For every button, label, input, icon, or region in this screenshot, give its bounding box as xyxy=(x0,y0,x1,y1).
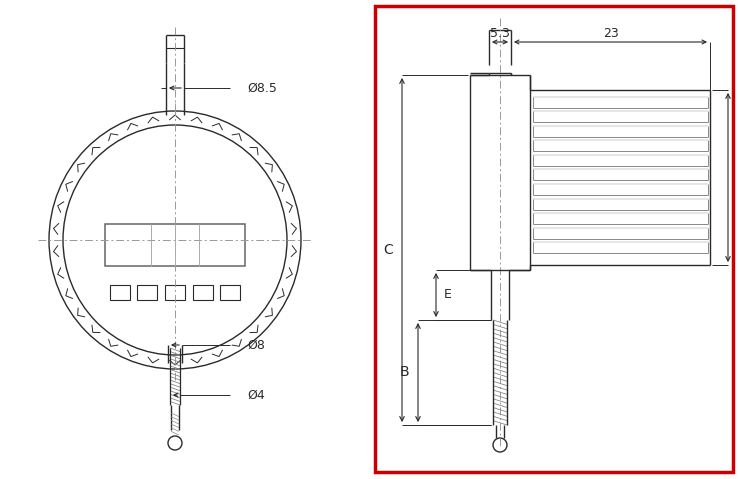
Bar xyxy=(375,6,733,472)
Text: 5.3: 5.3 xyxy=(490,26,510,39)
Text: D: D xyxy=(737,171,738,184)
Bar xyxy=(110,285,130,299)
Text: E: E xyxy=(444,288,452,301)
Bar xyxy=(165,285,185,299)
Text: Ø4: Ø4 xyxy=(247,388,265,401)
Bar xyxy=(105,224,245,266)
Bar xyxy=(193,285,213,299)
Text: C: C xyxy=(383,243,393,257)
Text: Ø8: Ø8 xyxy=(247,339,265,352)
Text: 23: 23 xyxy=(603,26,618,39)
Bar xyxy=(137,285,157,299)
Text: B: B xyxy=(399,365,409,379)
Bar xyxy=(220,285,240,299)
Text: Ø8.5: Ø8.5 xyxy=(247,81,277,94)
